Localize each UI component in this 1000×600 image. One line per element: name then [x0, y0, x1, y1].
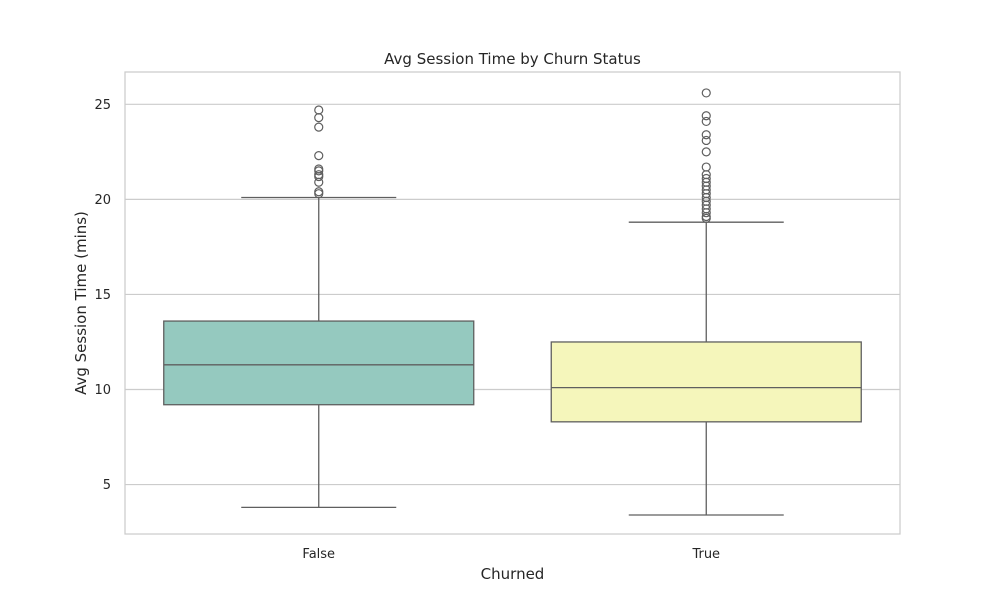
- y-tick-label: 5: [103, 478, 111, 493]
- outlier-point: [314, 189, 324, 199]
- y-tick-label: 10: [94, 383, 111, 398]
- outlier-point: [314, 151, 324, 161]
- y-tick-label: 20: [94, 193, 111, 208]
- y-tick-label: 15: [94, 288, 111, 303]
- box-series: [163, 88, 862, 516]
- y-tick-label: 25: [94, 98, 111, 113]
- x-axis-label: Churned: [481, 565, 545, 583]
- outlier-point: [314, 170, 324, 180]
- x-tick-label: True: [691, 547, 720, 562]
- outlier-point: [314, 187, 324, 197]
- iqr-box: [550, 341, 862, 423]
- box-false: [163, 105, 475, 509]
- y-tick-labels: 5 10 15 20 25: [94, 98, 111, 493]
- outlier-point: [701, 162, 711, 172]
- plot-frame: [124, 71, 901, 535]
- outlier-point: [701, 116, 711, 127]
- x-tick-label: False: [302, 547, 335, 562]
- outlier-point: [314, 122, 324, 132]
- grid-lines: [125, 103, 900, 486]
- outlier-point: [701, 147, 711, 157]
- iqr-box: [163, 320, 475, 406]
- outlier-point: [314, 164, 324, 174]
- outlier-point: [701, 173, 711, 184]
- outlier-point: [314, 105, 324, 115]
- chart-title: Avg Session Time by Churn Status: [384, 50, 641, 68]
- outlier-point: [701, 130, 711, 140]
- outlier-point: [701, 135, 711, 146]
- outlier-point: [314, 113, 324, 123]
- x-tick-labels: False True: [302, 547, 720, 562]
- y-axis-label: Avg Session Time (mins): [72, 211, 90, 395]
- outlier-point: [701, 111, 711, 121]
- box-true: [550, 88, 862, 516]
- outlier-point: [701, 88, 711, 98]
